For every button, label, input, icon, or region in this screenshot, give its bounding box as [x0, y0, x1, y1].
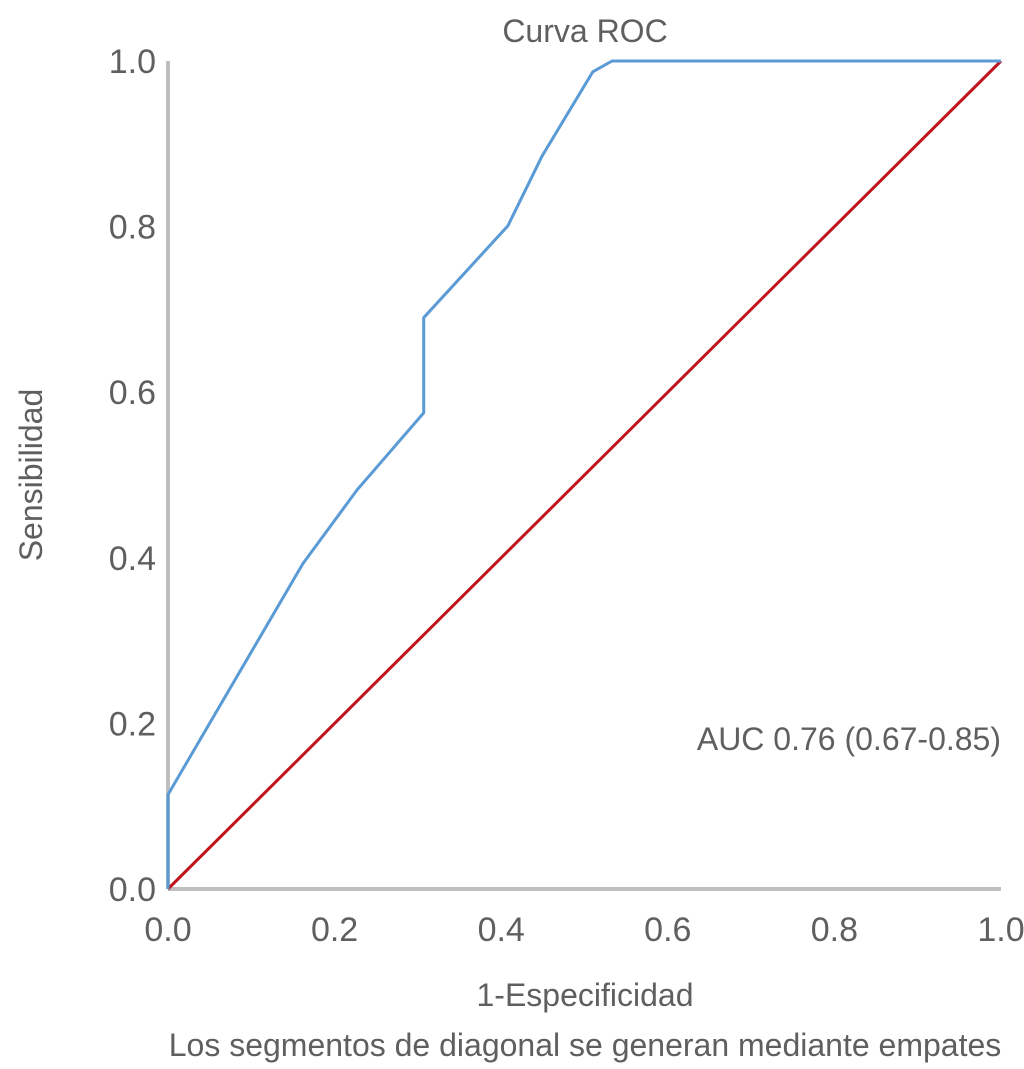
x-tick-label: 1.0	[977, 911, 1024, 949]
x-tick-label: 0.2	[311, 911, 358, 949]
x-tick-label: 0.8	[811, 911, 858, 949]
chart-title: Curva ROC	[502, 13, 667, 49]
roc-curve-line	[166, 59, 1001, 889]
reference-diagonal-line	[166, 59, 1003, 891]
x-tick-label: 0.6	[644, 911, 691, 949]
chart-footnote: Los segmentos de diagonal se generan med…	[169, 1027, 1002, 1063]
auc-annotation: AUC 0.76 (0.67-0.85)	[697, 721, 1001, 757]
x-tick-label: 0.4	[478, 911, 525, 949]
y-tick-label: 0.6	[109, 374, 156, 412]
y-tick-label: 0.2	[109, 705, 156, 743]
x-tick-label: 0.0	[144, 911, 191, 949]
y-tick-label: 1.0	[109, 43, 156, 81]
y-axis-label: Sensibilidad	[13, 389, 49, 562]
y-tick-label: 0.0	[109, 871, 156, 909]
x-axis-label: 1-Especificidad	[477, 977, 694, 1013]
y-tick-label: 0.4	[109, 540, 156, 578]
y-tick-label: 0.8	[109, 209, 156, 247]
